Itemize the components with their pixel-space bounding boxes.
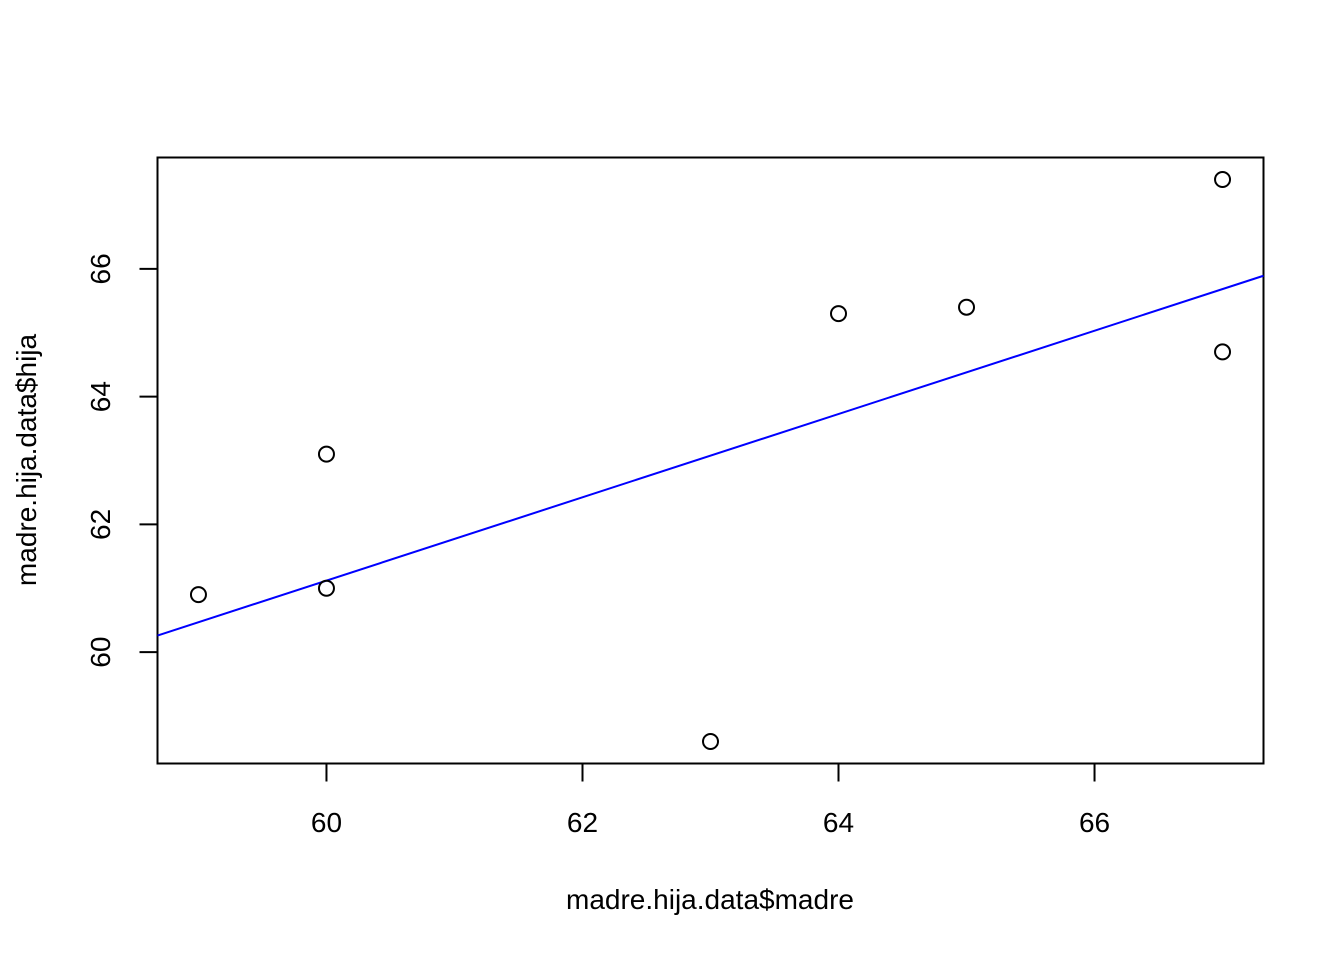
- data-point: [702, 733, 719, 751]
- data-point: [830, 305, 848, 323]
- x-tick-label: 62: [567, 807, 598, 838]
- data-point: [1214, 170, 1232, 188]
- y-tick-label: 64: [85, 381, 116, 412]
- data-points: [189, 170, 1232, 751]
- y-tick-label: 60: [85, 637, 116, 668]
- x-axis-ticks: 60 62 64 66: [311, 763, 1110, 838]
- x-axis-title: madre.hija.data$madre: [566, 884, 854, 915]
- regression-layer: [157, 274, 1264, 637]
- data-point: [317, 579, 335, 597]
- data-point: [958, 298, 976, 316]
- x-tick-label: 60: [311, 807, 342, 838]
- y-tick-label: 62: [85, 509, 116, 540]
- data-point: [1214, 343, 1232, 361]
- data-point: [317, 445, 335, 463]
- x-tick-label: 64: [823, 807, 854, 838]
- regression-line: [157, 274, 1264, 637]
- y-axis-ticks: 60 62 64 66: [85, 253, 158, 668]
- y-axis-title: madre.hija.data$hija: [11, 333, 42, 586]
- y-tick-label: 66: [85, 253, 116, 284]
- data-point: [189, 586, 207, 604]
- x-tick-label: 66: [1079, 807, 1110, 838]
